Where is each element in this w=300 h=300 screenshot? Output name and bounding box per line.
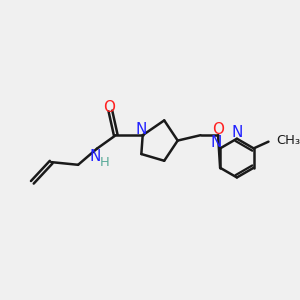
Text: N: N xyxy=(231,125,243,140)
Text: O: O xyxy=(213,122,225,137)
Text: CH₃: CH₃ xyxy=(276,134,300,147)
Text: N: N xyxy=(210,135,222,150)
Text: O: O xyxy=(103,100,115,115)
Text: N: N xyxy=(136,122,147,137)
Text: H: H xyxy=(100,156,109,169)
Text: N: N xyxy=(90,149,101,164)
